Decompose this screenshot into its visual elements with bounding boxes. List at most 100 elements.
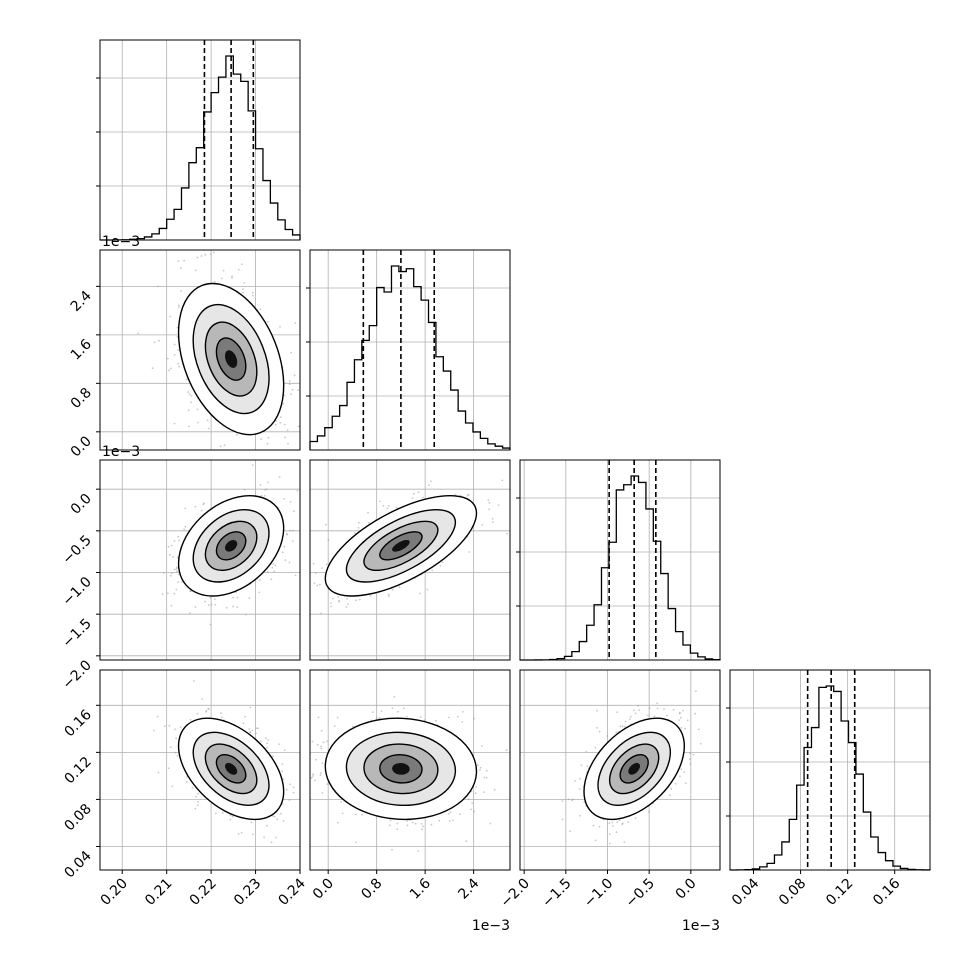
scatter-point (487, 499, 490, 502)
scatter-point (337, 821, 339, 824)
scatter-point (285, 533, 288, 535)
scatter-point (187, 391, 190, 394)
scatter-point (168, 369, 171, 372)
scatter-point (220, 716, 223, 719)
scatter-point (357, 527, 360, 529)
x-tick-label: −2.0 (498, 876, 533, 911)
scatter-point (183, 259, 186, 262)
scatter-point (169, 315, 172, 318)
scatter-point (388, 595, 390, 597)
scatter-point (386, 507, 389, 510)
scatter-point (430, 823, 433, 826)
scatter-point (229, 814, 232, 817)
scatter-point (283, 749, 286, 751)
scatter-point (171, 785, 174, 788)
scatter-point (369, 595, 372, 597)
scatter-point (200, 509, 203, 512)
panel-frame (309, 249, 511, 451)
scatter-point (684, 782, 687, 785)
scatter-point (689, 752, 691, 755)
scatter-point (174, 751, 177, 754)
scatter-point (686, 719, 689, 722)
scatter-point (236, 596, 239, 599)
x-tick-label: 0.16 (870, 875, 903, 908)
scatter-point (294, 574, 297, 577)
scatter-point (319, 772, 322, 774)
scatter-point (317, 716, 320, 719)
scatter-point (284, 436, 286, 439)
scatter-point (594, 746, 597, 749)
scatter-point (170, 572, 173, 575)
x-tick-label: 0.0 (673, 876, 700, 903)
scatter-point (361, 813, 364, 816)
scatter-point (345, 606, 348, 608)
scatter-point (278, 743, 280, 745)
panel-frame (99, 669, 301, 871)
scatter-point (501, 479, 504, 482)
scatter-point (320, 745, 322, 748)
scatter-point (684, 727, 686, 730)
scatter-point (255, 727, 258, 730)
panel-frame (309, 669, 511, 871)
scatter-point (178, 306, 180, 309)
scatter-point (275, 836, 277, 839)
scatter-point (621, 823, 624, 826)
scatter-point (201, 698, 204, 700)
scatter-point (176, 755, 179, 757)
panel-frame (729, 669, 931, 871)
scatter-point (232, 605, 234, 608)
scatter-point (195, 795, 198, 798)
scatter-point (447, 812, 450, 815)
density-peak (224, 762, 238, 775)
scatter-point (231, 277, 233, 279)
scatter-point (330, 605, 332, 608)
scatter-point (188, 425, 190, 428)
y-tick-label: 1.6 (68, 336, 95, 363)
scatter-point (319, 774, 322, 776)
scatter-point (184, 507, 187, 510)
scatter-point (274, 564, 277, 567)
scatter-point (354, 532, 356, 534)
scatter-point (310, 776, 313, 779)
scatter-point (188, 393, 191, 396)
scatter-point (237, 833, 240, 835)
scatter-point (678, 719, 680, 722)
scatter-point (255, 732, 257, 735)
scatter-point (580, 764, 583, 767)
scatter-point (177, 362, 179, 365)
scatter-point (187, 409, 190, 412)
x-tick-label: 2.4 (455, 875, 482, 902)
scatter-point (283, 545, 286, 548)
scatter-point (318, 583, 321, 586)
scatter-point (648, 707, 651, 709)
scatter-point (157, 771, 160, 774)
scatter-point (326, 740, 329, 743)
scatter-point (137, 332, 140, 335)
scatter-point (283, 423, 286, 426)
scatter-point (621, 725, 624, 727)
scatter-point (699, 742, 702, 745)
scatter-point (173, 568, 176, 571)
panel-background (730, 670, 930, 870)
scatter-point (158, 339, 161, 342)
scatter-point (258, 591, 261, 594)
scatter-point (417, 850, 420, 852)
scatter-point (327, 539, 330, 541)
scatter-point (506, 532, 508, 535)
scatter-point (281, 763, 284, 765)
scatter-point (292, 529, 294, 532)
scatter-point (266, 321, 269, 323)
scatter-point (585, 750, 588, 753)
scatter-point (194, 807, 197, 810)
scatter-point (173, 343, 176, 346)
scatter-point (402, 707, 405, 710)
scatter-point (207, 708, 210, 710)
scatter-point (422, 825, 424, 828)
scatter-point (222, 269, 225, 272)
scatter-point (633, 709, 635, 712)
scatter-point (270, 578, 273, 581)
scatter-point (180, 290, 183, 292)
scatter-point (491, 521, 494, 523)
scatter-point (288, 561, 291, 564)
scatter-point (421, 828, 423, 831)
